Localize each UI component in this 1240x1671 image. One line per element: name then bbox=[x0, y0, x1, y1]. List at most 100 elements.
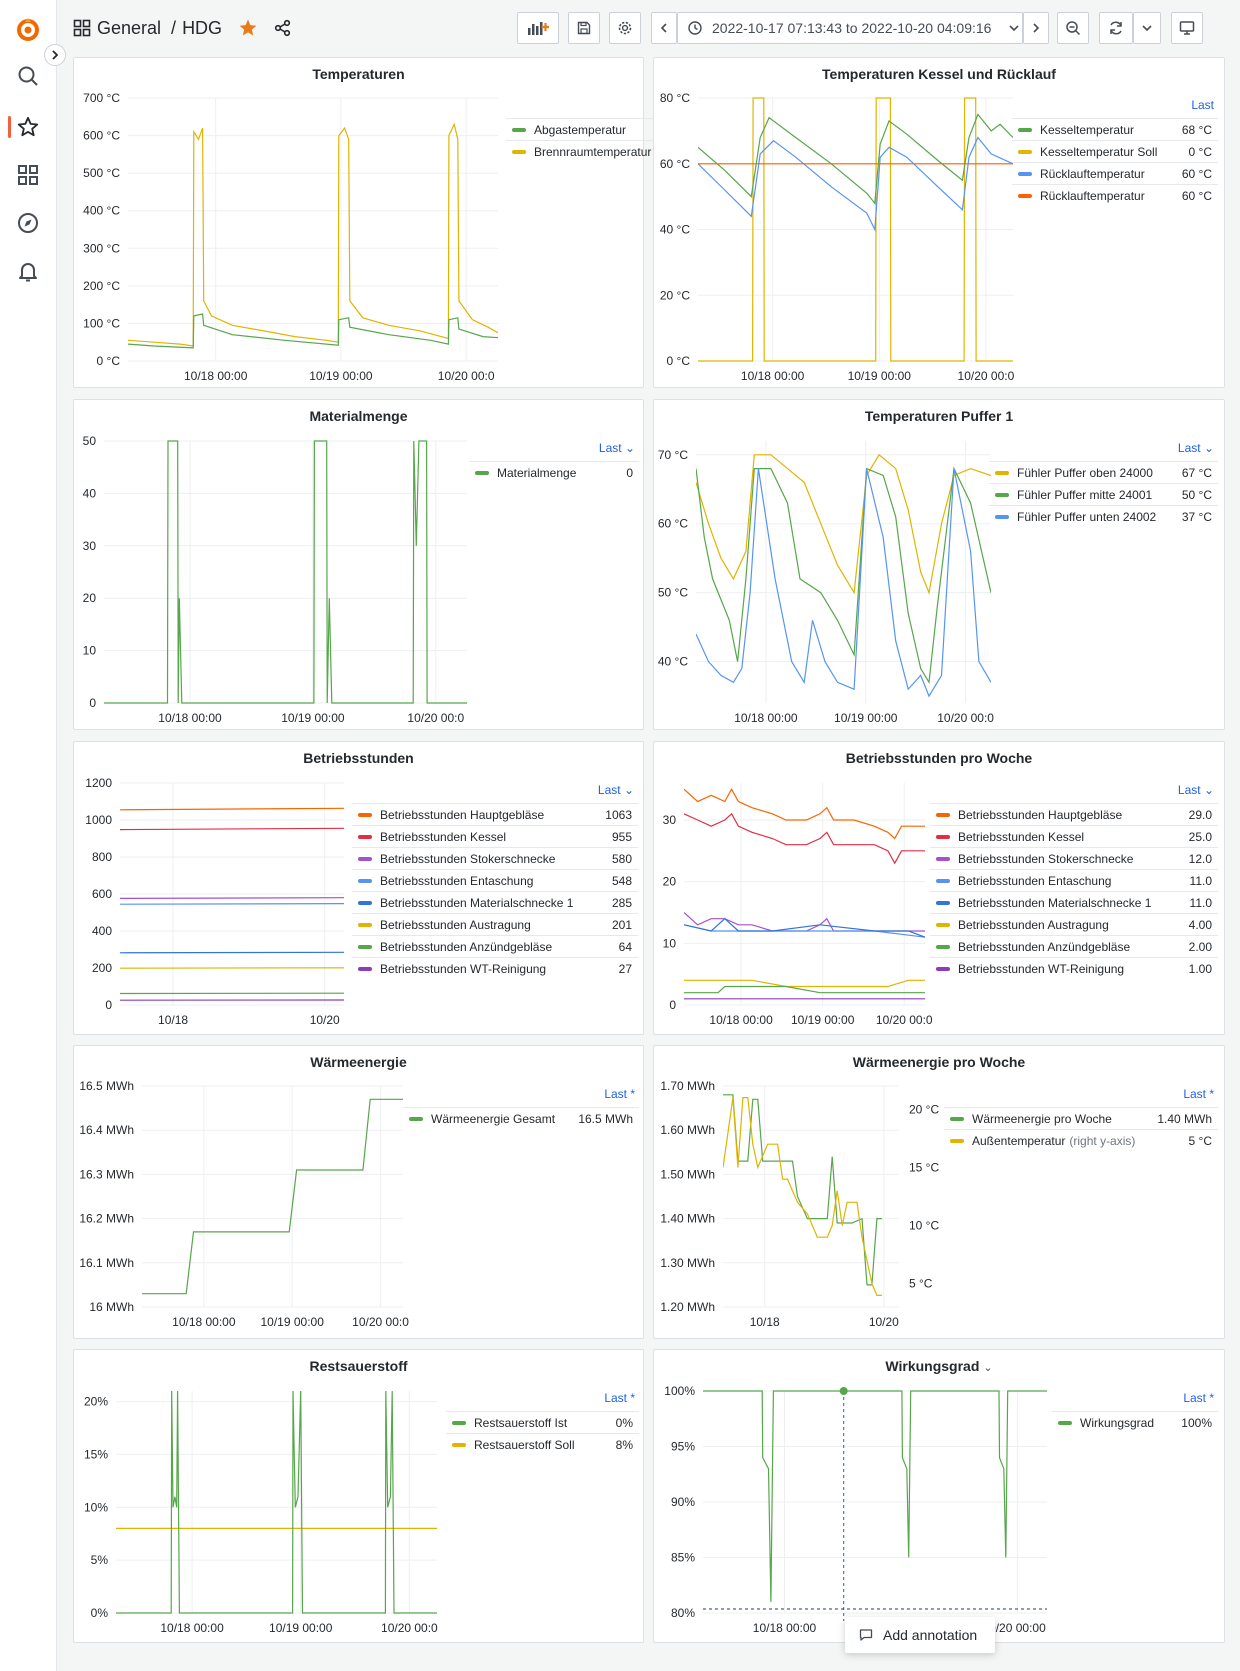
legend-item[interactable]: Betriebsstunden Austragung 201 bbox=[352, 913, 638, 935]
legend-item[interactable]: Außentemperatur (right y-axis) 5 °C bbox=[944, 1129, 1218, 1151]
panel-materialmenge[interactable]: Materialmenge 0 10 20 30 40 50 10/18 00:00 10/19… bbox=[73, 399, 644, 730]
dashboards-grid-icon[interactable] bbox=[14, 161, 42, 189]
series-line-2[interactable] bbox=[684, 912, 925, 932]
legend-sort-header[interactable]: Last ⌄ bbox=[598, 441, 635, 455]
legend-sort-header[interactable]: Last * bbox=[604, 1087, 635, 1101]
panel-title[interactable]: Temperaturen bbox=[74, 66, 643, 82]
series-line-4[interactable] bbox=[120, 951, 344, 954]
series-line-5[interactable] bbox=[684, 979, 925, 988]
panel-title[interactable]: Materialmenge bbox=[74, 408, 643, 424]
legend-sort-header[interactable]: Last ⌄ bbox=[1177, 441, 1214, 455]
sidebar-expand-button[interactable] bbox=[44, 44, 66, 66]
panel-title[interactable]: Wärmeenergie pro Woche bbox=[654, 1054, 1224, 1070]
panel-waermeenergie_woche[interactable]: Wärmeenergie pro Woche 1.20 MWh 1.30 MWh 1.… bbox=[653, 1045, 1225, 1339]
panel-temperaturen[interactable]: Temperaturen 0 °C 100 °C 200 °C 300 °C 400 °C… bbox=[73, 57, 710, 389]
chart-waermeenergie[interactable]: 16 MWh 16.1 MWh 16.2 MWh 16.3 MWh 16.4 MWh 16… bbox=[74, 1046, 645, 1340]
series-line-1[interactable] bbox=[116, 1390, 437, 1614]
legend-item[interactable]: Betriebsstunden WT-Reinigung 27 bbox=[352, 957, 638, 979]
panel-title[interactable]: Temperaturen Puffer 1 bbox=[654, 408, 1224, 424]
panel-waermeenergie[interactable]: Wärmeenergie 16 MWh 16.1 MWh 16.2 MWh 16.3 M… bbox=[73, 1045, 644, 1339]
refresh-button[interactable] bbox=[1099, 12, 1133, 44]
grafana-logo-icon[interactable] bbox=[14, 16, 42, 44]
series-line-0[interactable] bbox=[696, 453, 991, 595]
panel-kessel[interactable]: Temperaturen Kessel und Rücklauf 0 °C 20 °… bbox=[653, 57, 1225, 388]
panel-title[interactable]: Wärmeenergie bbox=[74, 1054, 643, 1070]
add-panel-button[interactable] bbox=[517, 12, 559, 44]
series-line-4[interactable] bbox=[684, 917, 925, 938]
panel-restsauerstoff[interactable]: Restsauerstoff 0% 5% 10% 15% 20% 10/18 00:00 10… bbox=[73, 1349, 644, 1643]
legend-item[interactable]: Betriebsstunden Hauptgebläse 1063 bbox=[352, 803, 638, 825]
dashboard-title[interactable]: HDG bbox=[182, 17, 223, 38]
panel-wirkungsgrad[interactable]: Wirkungsgrad ⌄ 80% 85% 90% 95% 100% 10/18 00:00… bbox=[653, 1349, 1225, 1643]
series-line-1[interactable] bbox=[696, 466, 991, 685]
compass-icon[interactable] bbox=[14, 209, 42, 237]
series-line-0[interactable] bbox=[723, 1094, 882, 1286]
legend-sort-header[interactable]: Last * bbox=[1183, 1391, 1214, 1405]
tv-mode-button[interactable] bbox=[1171, 12, 1203, 44]
legend-item[interactable]: Betriebsstunden Entaschung 548 bbox=[352, 869, 638, 891]
chart-materialmenge[interactable]: 0 10 20 30 40 50 10/18 00:00 10/19 00:00 10/20 0… bbox=[74, 400, 645, 731]
time-range-picker[interactable]: 2022-10-17 07:13:43 to 2022-10-20 04:09:… bbox=[677, 12, 1023, 44]
legend-item[interactable]: Fühler Puffer mitte 24001 50 °C bbox=[989, 483, 1218, 505]
time-shift-back-button[interactable] bbox=[651, 12, 677, 44]
legend-item[interactable]: Betriebsstunden Hauptgebläse 29.0 bbox=[930, 803, 1218, 825]
series-line-1[interactable] bbox=[120, 827, 344, 831]
series-line-6[interactable] bbox=[684, 985, 925, 994]
chevron-down-icon[interactable]: ⌄ bbox=[983, 1362, 993, 1374]
panel-title[interactable]: Betriebsstunden bbox=[74, 750, 643, 766]
panel-title[interactable]: Betriebsstunden pro Woche bbox=[654, 750, 1224, 766]
bell-icon[interactable] bbox=[14, 257, 42, 285]
legend-item[interactable]: Fühler Puffer oben 24000 67 °C bbox=[989, 461, 1218, 483]
series-line-3[interactable] bbox=[120, 903, 344, 905]
chart-temperaturen[interactable]: 0 °C 100 °C 200 °C 300 °C 400 °C 500 °C 600 °C… bbox=[74, 58, 645, 389]
legend-item[interactable]: Wärmeenergie pro Woche 1.40 MWh bbox=[944, 1107, 1218, 1129]
legend-item[interactable]: Fühler Puffer unten 24002 37 °C bbox=[989, 505, 1218, 527]
legend-item[interactable]: Kesseltemperatur Soll 0 °C bbox=[1012, 140, 1218, 162]
legend-sort-header[interactable]: Last ⌄ bbox=[597, 783, 634, 797]
time-shift-forward-button[interactable] bbox=[1023, 12, 1049, 44]
series-line-2[interactable] bbox=[120, 897, 344, 899]
legend-item[interactable]: Rücklauftemperatur 60 °C bbox=[1012, 162, 1218, 184]
star-icon[interactable] bbox=[14, 113, 42, 141]
add-annotation-menu-item[interactable]: Add annotation bbox=[845, 1617, 995, 1653]
legend-sort-header[interactable]: Last * bbox=[1183, 1087, 1214, 1101]
share-icon[interactable] bbox=[274, 19, 292, 37]
panel-title[interactable]: Restsauerstoff bbox=[74, 1358, 643, 1374]
series-line-0[interactable] bbox=[120, 807, 344, 811]
legend-item[interactable]: Betriebsstunden Stokerschnecke 580 bbox=[352, 847, 638, 869]
star-filled-icon[interactable] bbox=[238, 18, 258, 38]
series-line-1[interactable] bbox=[723, 1097, 882, 1296]
series-line-1[interactable] bbox=[128, 313, 498, 349]
panel-betriebsstunden_woche[interactable]: Betriebsstunden pro Woche 0 10 20 30 10/18 00… bbox=[653, 741, 1225, 1035]
panel-title[interactable]: Wirkungsgrad ⌄ bbox=[654, 1358, 1224, 1374]
legend-item[interactable]: Restsauerstoff Ist 0% bbox=[446, 1411, 639, 1433]
legend-item[interactable]: Betriebsstunden Austragung 4.00 bbox=[930, 913, 1218, 935]
series-line-0[interactable] bbox=[698, 97, 1013, 362]
legend-item[interactable]: Betriebsstunden Stokerschnecke 12.0 bbox=[930, 847, 1218, 869]
chart-betriebsstunden[interactable]: 0 200 400 600 800 1000 1200 10/18 10/20 bbox=[74, 742, 645, 1036]
panel-puffer[interactable]: Temperaturen Puffer 1 40 °C 50 °C 60 °C 70 °… bbox=[653, 399, 1225, 730]
legend-item[interactable]: Restsauerstoff Soll 8% bbox=[446, 1433, 639, 1455]
chart-puffer[interactable]: 40 °C 50 °C 60 °C 70 °C 10/18 00:00 10/19 00:… bbox=[654, 400, 1226, 731]
legend-item[interactable]: Rücklauftemperatur 60 °C bbox=[1012, 184, 1218, 206]
legend-sort-header[interactable]: Last bbox=[1191, 98, 1214, 112]
zoom-out-button[interactable] bbox=[1057, 12, 1089, 44]
series-line-0[interactable] bbox=[684, 787, 925, 840]
chart-kessel[interactable]: 0 °C 20 °C 40 °C 60 °C 80 °C 10/18 00:00 10/19… bbox=[654, 58, 1226, 389]
chart-restsauerstoff[interactable]: 0% 5% 10% 15% 20% 10/18 00:00 10/19 00:00 10/20… bbox=[74, 1350, 645, 1644]
legend-item[interactable]: Materialmenge 0 bbox=[469, 461, 639, 483]
legend-sort-header[interactable]: Last ⌄ bbox=[1177, 783, 1214, 797]
legend-sort-header[interactable]: Last * bbox=[604, 1391, 635, 1405]
save-dashboard-button[interactable] bbox=[568, 12, 600, 44]
panel-title[interactable]: Temperaturen Kessel und Rücklauf bbox=[654, 66, 1224, 82]
chart-wirkungsgrad[interactable]: 80% 85% 90% 95% 100% 10/18 00:00 0/20 00:00 bbox=[654, 1350, 1226, 1644]
series-line-0[interactable] bbox=[128, 122, 498, 347]
series-line-0[interactable] bbox=[703, 1390, 1047, 1602]
legend-item[interactable]: Betriebsstunden Entaschung 11.0 bbox=[930, 869, 1218, 891]
breadcrumb-folder[interactable]: General bbox=[97, 17, 162, 38]
legend-item[interactable]: Betriebsstunden Kessel 25.0 bbox=[930, 825, 1218, 847]
legend-item[interactable]: Betriebsstunden Materialschnecke 1 285 bbox=[352, 891, 638, 913]
legend-item[interactable]: Kesseltemperatur 68 °C bbox=[1012, 118, 1218, 140]
legend-item[interactable]: Betriebsstunden Anzündgebläse 2.00 bbox=[930, 935, 1218, 957]
chart-waermeenergie_woche[interactable]: 1.20 MWh 1.30 MWh 1.40 MWh 1.50 MWh 1.60 MWh… bbox=[654, 1046, 1226, 1340]
